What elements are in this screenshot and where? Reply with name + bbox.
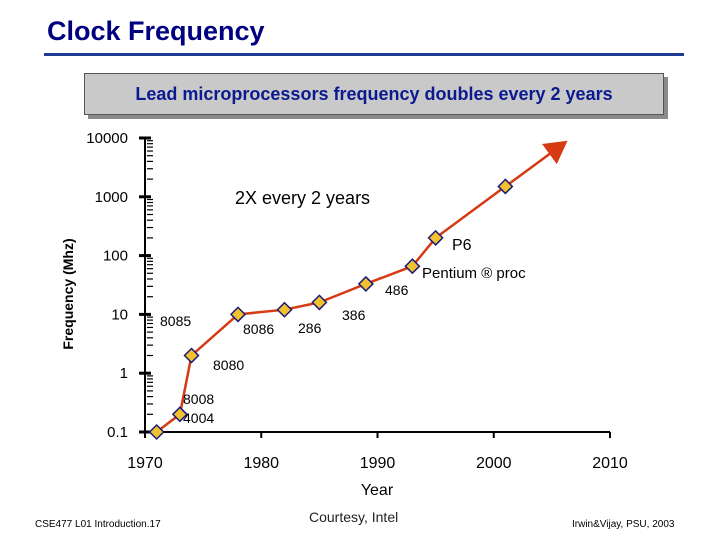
processor-label: 386 — [342, 307, 366, 323]
processor-label: 286 — [298, 320, 322, 336]
data-point-marker — [183, 347, 200, 364]
processor-label: 8086 — [243, 321, 274, 337]
series-line — [155, 185, 507, 433]
footer-authors: Irwin&Vijay, PSU, 2003 — [572, 519, 675, 530]
data-point-marker — [427, 229, 444, 246]
processor-label: 4004 — [183, 410, 214, 426]
processor-label: Pentium ® proc — [422, 265, 526, 282]
trend-arrow — [504, 140, 568, 188]
slide-title: Clock Frequency — [47, 16, 265, 46]
data-point-marker — [229, 306, 247, 323]
footer-course-label: CSE477 L01 Introduction.17 — [35, 519, 161, 530]
y-tick-label: 1000 — [95, 189, 128, 206]
subtitle-text: Lead microprocessors frequency doubles e… — [135, 83, 613, 104]
y-axis-title: Frequency (Mhz) — [60, 238, 76, 349]
x-tick-label: 1980 — [243, 455, 279, 472]
y-tick-label: 100 — [103, 248, 128, 265]
x-tick-label: 2010 — [592, 455, 628, 472]
data-point-marker — [148, 423, 165, 441]
footer-courtesy: Courtesy, Intel — [309, 509, 399, 525]
processor-label: 486 — [385, 282, 409, 298]
data-point-marker — [171, 406, 188, 423]
x-tick-label: 2000 — [476, 455, 512, 472]
data-point-marker — [404, 258, 421, 275]
chart-caption: 2X every 2 years — [235, 188, 370, 208]
title-divider — [44, 53, 684, 56]
processor-label: 8008 — [183, 391, 214, 407]
x-tick-label: 1970 — [127, 455, 163, 472]
x-tick-label: 1990 — [360, 455, 396, 472]
x-axis-title: Year — [361, 482, 394, 499]
processor-label: 8080 — [213, 357, 244, 373]
data-point-marker — [311, 294, 328, 311]
subtitle-banner: Lead microprocessors frequency doubles e… — [84, 73, 664, 115]
y-tick-label: 0.1 — [107, 424, 128, 441]
processor-label: 8085 — [160, 313, 191, 329]
y-tick-label: 10000 — [86, 130, 128, 147]
data-point-marker — [276, 301, 293, 318]
y-tick-label: 1 — [120, 365, 128, 382]
y-tick-label: 10 — [111, 306, 128, 323]
data-point-marker — [357, 275, 374, 292]
data-point-marker — [497, 178, 514, 195]
processor-label: P6 — [452, 237, 472, 254]
